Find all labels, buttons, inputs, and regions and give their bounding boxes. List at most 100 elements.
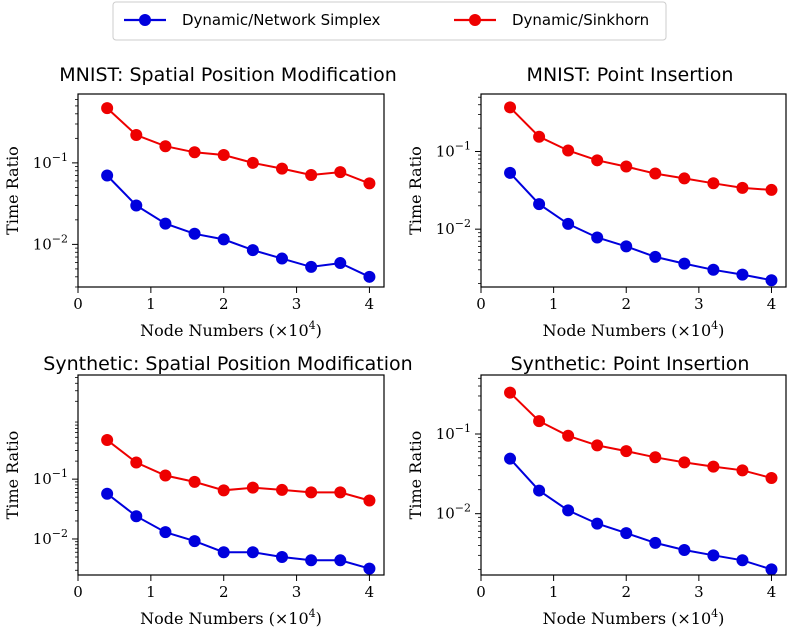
y-axis-label: Time Ratio — [3, 146, 22, 235]
data-point — [678, 257, 691, 270]
data-point — [217, 546, 230, 559]
data-point — [678, 456, 691, 469]
y-tick-label: 10−1 — [33, 467, 68, 488]
data-point — [707, 460, 720, 473]
panel-1: MNIST: Spatial Position Modification 10−1… — [3, 64, 397, 340]
data-point — [591, 517, 604, 530]
data-point — [276, 550, 288, 563]
data-point — [620, 445, 633, 458]
x-tick-label: 4 — [767, 583, 777, 601]
data-point — [765, 274, 778, 287]
y-axis-label: Time Ratio — [406, 146, 425, 235]
data-point — [130, 128, 143, 141]
series-line-1 — [106, 174, 370, 278]
data-point — [678, 172, 691, 185]
data-point — [591, 231, 604, 244]
x-axis-label: Node Numbers (×104) — [140, 607, 322, 628]
data-point — [305, 554, 318, 567]
panel-2: MNIST: Point Insertion 10−1 10−2 0 1 2 3 4 Node … — [406, 64, 787, 340]
data-point — [765, 183, 778, 196]
data-point — [533, 198, 546, 211]
data-point — [334, 166, 347, 179]
data-point — [305, 260, 318, 273]
data-point — [334, 257, 347, 270]
data-point — [533, 484, 546, 497]
data-point — [276, 483, 288, 496]
x-tick-label: 1 — [146, 295, 156, 313]
data-point — [188, 227, 201, 240]
data-point — [130, 456, 143, 469]
data-point — [363, 562, 376, 575]
y-tick-label: 10−2 — [33, 527, 68, 548]
legend-network-simplex-marker — [139, 14, 151, 26]
x-tick-label: 0 — [73, 295, 83, 313]
data-point — [533, 130, 546, 143]
axes-frame — [77, 93, 385, 288]
data-point — [246, 481, 259, 494]
y-axis-label: Time Ratio — [406, 431, 425, 520]
data-point — [707, 263, 720, 276]
x-tick-label: 2 — [219, 583, 229, 601]
x-tick-label: 1 — [549, 295, 559, 313]
data-point — [649, 536, 662, 549]
series-line-2 — [106, 439, 370, 502]
data-point — [562, 504, 575, 517]
data-point — [334, 554, 347, 567]
x-tick-label: 3 — [694, 295, 704, 313]
data-point — [504, 386, 517, 399]
data-point — [649, 167, 662, 180]
x-tick-label: 3 — [292, 583, 302, 601]
data-point — [707, 177, 720, 190]
axes-frame — [77, 374, 385, 576]
data-point — [591, 154, 604, 167]
data-point — [707, 549, 720, 562]
x-axis-label: Node Numbers (×104) — [543, 607, 725, 628]
data-point — [504, 452, 517, 465]
data-point — [246, 546, 259, 559]
data-point — [620, 160, 633, 173]
panel-3: Synthetic: Spatial Position Modification… — [3, 353, 413, 628]
data-point — [363, 177, 376, 190]
x-tick-label: 1 — [549, 583, 559, 601]
y-tick-label: 10−2 — [436, 502, 471, 523]
data-point — [246, 156, 259, 169]
series-line-2 — [106, 107, 370, 185]
x-tick-label: 4 — [365, 583, 375, 601]
data-point — [276, 162, 288, 175]
data-point — [765, 563, 778, 576]
legend: Dynamic/Network Simplex Dynamic/Sinkhorn — [112, 1, 667, 41]
x-axis-label: Node Numbers (×104) — [140, 319, 322, 340]
series-line-1 — [509, 458, 772, 571]
x-tick-label: 2 — [621, 583, 631, 601]
x-tick-label: 1 — [146, 583, 156, 601]
data-point — [736, 268, 749, 281]
data-point — [736, 181, 749, 194]
data-point — [246, 244, 259, 257]
y-axis-label: Time Ratio — [3, 431, 22, 520]
data-point — [217, 148, 230, 161]
axes-frame — [480, 374, 787, 576]
data-point — [159, 469, 172, 482]
data-point — [101, 169, 114, 182]
data-point — [101, 102, 114, 115]
x-tick-label: 4 — [767, 295, 777, 313]
series-line-1 — [509, 172, 772, 282]
data-point — [620, 240, 633, 253]
x-tick-label: 0 — [476, 583, 486, 601]
y-tick-label: 10−1 — [436, 139, 471, 160]
data-point — [363, 494, 376, 507]
legend-sinkhorn-marker — [469, 14, 481, 26]
data-point — [678, 544, 691, 557]
data-point — [533, 415, 546, 428]
data-point — [620, 527, 633, 540]
x-tick-label: 2 — [219, 295, 229, 313]
data-point — [159, 217, 172, 230]
legend-sinkhorn-label: Dynamic/Sinkhorn — [512, 11, 649, 29]
data-point — [504, 101, 517, 114]
data-point — [217, 484, 230, 497]
panel-title: MNIST: Point Insertion — [527, 64, 734, 86]
data-point — [305, 169, 318, 182]
data-point — [188, 146, 201, 159]
data-point — [562, 217, 575, 230]
data-point — [334, 486, 347, 499]
